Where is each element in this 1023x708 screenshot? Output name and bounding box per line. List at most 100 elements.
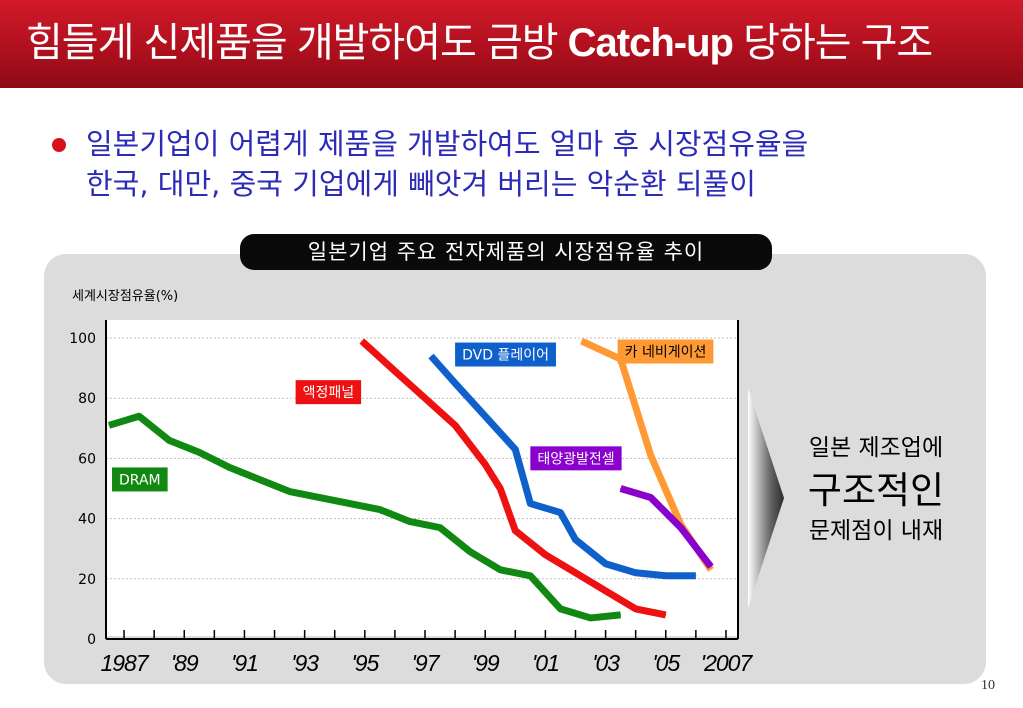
data-point: [168, 439, 170, 441]
data-point: [581, 340, 583, 342]
data-point: [680, 527, 682, 529]
title-suffix: 당하는 구조: [732, 21, 933, 65]
slide-title: 힘들게 신제품을 개발하여도 금방 Catch-up 당하는 구조: [26, 10, 933, 68]
y-axis-label: 세계시장점유율(%): [72, 289, 178, 304]
series-line: [108, 412, 621, 622]
bullet-line-2: 한국, 대만, 중국 기업에게 빼앗겨 버리는 악순환 되풀이: [86, 167, 756, 201]
data-point: [454, 382, 456, 384]
data-point: [620, 488, 622, 489]
bullet-line-1: 일본기업이 어렵게 제품을 개발하여도 얼마 후 시장점유율을: [86, 127, 809, 161]
data-point: [439, 527, 441, 529]
data-point: [665, 614, 667, 616]
page-number: 10: [981, 678, 995, 693]
y-tick-label-0: 0: [87, 632, 96, 648]
data-point: [198, 451, 200, 453]
data-point: [499, 488, 501, 489]
series-label-box: DRAM: [112, 467, 168, 492]
plot-area: [106, 320, 738, 636]
y-tick-label-80: 80: [78, 391, 96, 407]
series-label-bg: [455, 342, 556, 367]
data-point: [454, 424, 456, 426]
x-tick-label: '91: [231, 650, 258, 676]
data-point: [559, 608, 561, 610]
series-label-box: 액정패널: [295, 380, 362, 405]
x-tick-label: 1987: [100, 650, 149, 676]
callout-line-3: 문제점이 내재: [809, 518, 943, 544]
series-line: [359, 338, 667, 619]
callout-line-2: 구조적인: [808, 469, 944, 512]
series-line: [619, 485, 714, 569]
data-point: [650, 454, 652, 456]
series-label-bg: [295, 380, 362, 405]
x-tick-label: '03: [592, 650, 620, 676]
x-tick-label: '95: [351, 650, 379, 676]
series-label-bg: [617, 339, 714, 364]
data-point: [379, 509, 381, 511]
y-ticks: 0 20 40 60 80 100: [69, 331, 96, 648]
title-latin: Catch-up: [567, 21, 734, 65]
y-tick-label-40: 40: [78, 512, 96, 528]
data-point: [484, 415, 486, 417]
y-tick-label-60: 60: [78, 451, 96, 467]
data-point: [544, 554, 546, 556]
chevron-arrow-icon: [748, 388, 784, 608]
data-point: [529, 575, 531, 577]
series-label-box: DVD 플레이어: [455, 342, 556, 367]
data-point: [469, 551, 471, 553]
series-label-box: 태양광발전셀: [530, 446, 622, 471]
data-point: [430, 355, 432, 357]
bullet-dot-icon: [52, 138, 66, 152]
series-label-bg: [530, 446, 622, 471]
data-point: [635, 572, 637, 574]
x-tick-label: '97: [412, 650, 441, 676]
y-tick-label-100: 100: [69, 331, 96, 347]
data-point: [349, 503, 351, 505]
bullet-text: 일본기업이 어렵게 제품을 개발하여도 얼마 후 시장점유율을 한국, 대만, …: [86, 124, 986, 204]
axes: [105, 320, 739, 640]
data-point: [424, 397, 426, 399]
data-point: [394, 370, 396, 372]
data-point: [138, 415, 140, 417]
series-label-bg: [112, 467, 168, 492]
chart-title: 일본기업 주요 전자제품의 시장점유율 추이: [240, 234, 772, 270]
title-prefix: 힘들게 신제품을 개발하여도 금방: [26, 21, 568, 65]
data-point: [108, 424, 110, 426]
data-point: [319, 497, 321, 499]
y-tick-label-20: 20: [78, 572, 96, 588]
x-tick-label: '01: [532, 650, 559, 676]
data-point: [409, 521, 411, 523]
data-point: [574, 539, 576, 541]
data-point: [695, 575, 697, 577]
series-label-box: 카 네비게이션: [617, 339, 714, 364]
data-point: [228, 466, 230, 468]
data-point: [590, 617, 592, 619]
data-point: [710, 569, 712, 571]
series-label-text: DRAM: [119, 472, 161, 488]
x-tick-label: '05: [652, 650, 680, 676]
callout-line-1: 일본 제조업에: [809, 435, 943, 461]
x-tick-label: '93: [291, 650, 319, 676]
series-label-text: 액정패널: [303, 385, 355, 401]
data-point: [665, 575, 667, 577]
data-point: [514, 448, 516, 450]
data-point: [605, 563, 607, 565]
data-point: [529, 503, 531, 505]
data-point: [710, 566, 712, 568]
series-label-text: 카 네비게이션: [625, 345, 707, 361]
series-label-text: DVD 플레이어: [462, 348, 549, 364]
data-point: [559, 512, 561, 514]
data-point: [258, 478, 260, 480]
x-tick-label: '2007: [701, 650, 754, 676]
data-point: [620, 614, 622, 616]
data-point: [635, 608, 637, 610]
data-point: [361, 340, 363, 342]
data-point: [514, 530, 516, 532]
data-point: [574, 572, 576, 574]
data-point: [289, 491, 291, 493]
x-ticks: 1987 '89 '91 '93 '95 '97 '99 '01 '03 '05 '2007: [100, 630, 754, 676]
x-tick-label: '99: [472, 650, 500, 676]
series-label-text: 태양광발전셀: [537, 451, 614, 467]
data-point: [499, 569, 501, 571]
